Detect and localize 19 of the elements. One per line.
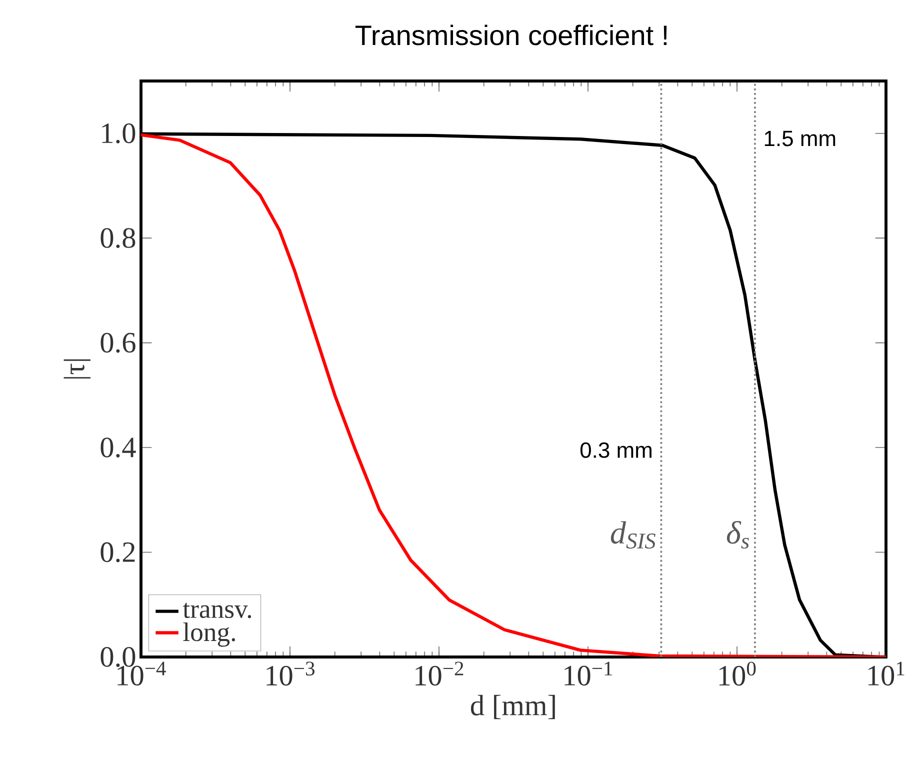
y-tick-label: 1.0 xyxy=(102,123,136,144)
annotation: 0.3 mm xyxy=(580,442,652,458)
x-tick-label: 10$^{0}$ xyxy=(719,662,756,686)
y-tick-label: 0.8 xyxy=(100,228,136,248)
x-tick-label: 10$^{−1}$ xyxy=(564,662,612,686)
y-axis-title: |τ| xyxy=(64,359,90,379)
ref-line-label: d$_{SIS}$ xyxy=(610,521,656,549)
y-tick-label: 0.6 xyxy=(100,332,136,353)
x-tick-label: 10$^{−2}$ xyxy=(416,662,464,686)
x-tick-label: 10$^{1}$ xyxy=(868,662,904,686)
legend-label: transv. xyxy=(182,602,252,618)
x-tick-label: 10$^{−3}$ xyxy=(266,662,314,686)
chart-title: Transmission coefficient ! xyxy=(355,24,667,46)
legend-label: long. xyxy=(183,622,235,647)
ref-line-label: δ$_{s}$ xyxy=(726,521,749,549)
y-tick-label: 0.4 xyxy=(100,438,136,458)
x-axis-title: d [mm] xyxy=(470,694,555,720)
y-tick-label: 0.2 xyxy=(100,542,135,562)
annotation: 1.5 mm xyxy=(764,130,836,146)
